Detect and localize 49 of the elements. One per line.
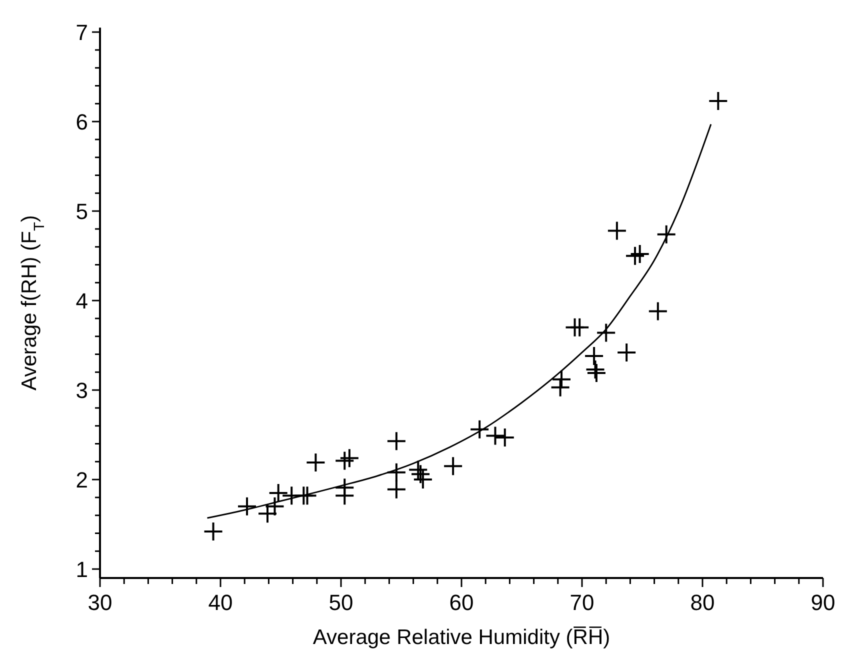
point [386, 479, 406, 500]
point [584, 346, 604, 366]
point [334, 450, 355, 471]
point [625, 246, 646, 266]
point [408, 460, 428, 480]
point [656, 224, 676, 244]
x-tick-label: 50 [328, 590, 354, 615]
point [203, 521, 224, 542]
point [630, 244, 650, 264]
point [616, 342, 637, 362]
x-tick-label: 80 [690, 590, 715, 615]
x-tick-label: 40 [208, 590, 233, 615]
y-tick-label: 3 [76, 378, 88, 404]
point [470, 419, 490, 440]
point [412, 470, 433, 490]
y-tick-label: 2 [76, 468, 88, 493]
point [708, 90, 728, 111]
point [257, 504, 278, 524]
point [386, 462, 406, 482]
point [585, 359, 606, 380]
point [586, 363, 606, 384]
point [410, 464, 431, 484]
point [386, 431, 406, 452]
y-tick-label: 5 [76, 199, 88, 224]
point [268, 482, 288, 503]
point [334, 486, 355, 506]
point [237, 496, 258, 516]
point [339, 448, 360, 468]
y-tick-label: 1 [76, 557, 88, 582]
x-tick-label: 70 [570, 590, 594, 615]
point [485, 426, 506, 446]
point [306, 452, 326, 473]
x-tick-label: 30 [88, 590, 112, 615]
point [443, 456, 464, 476]
point [494, 427, 515, 448]
point [570, 317, 590, 338]
y-tick-label: 6 [76, 110, 88, 135]
y-tick-label: 7 [76, 20, 88, 46]
point [648, 301, 668, 322]
x-tick-label: 60 [449, 590, 474, 615]
point [552, 369, 572, 390]
point [264, 496, 285, 516]
x-axis-title: Average Relative Humidity (R̅H̅) [312, 626, 610, 649]
point [297, 486, 318, 506]
y-tick-label: 4 [76, 288, 88, 314]
point [606, 220, 627, 241]
line-series [206, 124, 712, 519]
point [596, 322, 616, 343]
x-tick-label: 90 [810, 590, 836, 615]
